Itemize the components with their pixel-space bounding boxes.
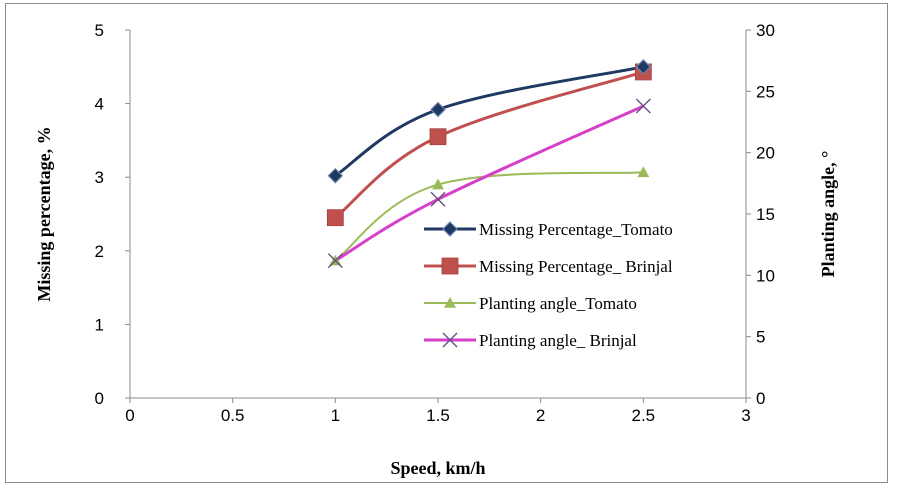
legend-item-2: Planting angle_Tomato xyxy=(424,294,637,313)
data-point-0 xyxy=(327,167,344,184)
y2-tick-label: 25 xyxy=(756,82,775,101)
legend-item-1: Missing Percentage_ Brinjal xyxy=(424,257,673,276)
y-tick-label: 0 xyxy=(95,389,104,408)
y-tick-label: 5 xyxy=(95,21,104,40)
y-tick-label: 3 xyxy=(95,168,104,187)
markers-layer xyxy=(326,58,652,269)
legend-item-3: Planting angle_ Brinjal xyxy=(424,331,637,350)
data-point-1 xyxy=(429,128,447,146)
y2-tick-label: 0 xyxy=(756,389,765,408)
y-tick-label: 1 xyxy=(95,315,104,334)
x-tick-label: 0 xyxy=(125,406,134,425)
x-marker-stroke xyxy=(327,253,343,269)
legend-label: Missing Percentage_Tomato xyxy=(479,220,673,239)
data-point-2 xyxy=(637,166,650,178)
y2-tick-label: 10 xyxy=(756,266,775,285)
data-point-2 xyxy=(432,178,444,190)
data-point-0 xyxy=(635,58,652,75)
y-tick-label: 4 xyxy=(95,95,104,114)
y2-tick-label: 5 xyxy=(756,328,765,347)
data-point-1 xyxy=(326,209,344,227)
legend-swatch-marker xyxy=(442,221,458,237)
y2-axis-title: Planting angle, ° xyxy=(818,151,838,278)
lines-layer xyxy=(334,65,644,262)
series-line-0 xyxy=(334,65,644,177)
legend-label: Planting angle_Tomato xyxy=(479,294,637,313)
chart-frame xyxy=(5,3,888,483)
x-marker-stroke xyxy=(635,98,651,114)
x-marker-stroke xyxy=(442,332,458,348)
x-tick-label: 1 xyxy=(331,406,340,425)
x-axis-title: Speed, km/h xyxy=(390,458,485,478)
legend: Missing Percentage_Tomato Missing Percent… xyxy=(424,220,673,350)
y2-tick-label: 15 xyxy=(756,205,775,224)
y-axis-title: Missing percentage, % xyxy=(34,126,54,301)
x-tick-label: 2 xyxy=(536,406,545,425)
x-marker-stroke xyxy=(430,191,446,207)
y-tick-label: 2 xyxy=(95,242,104,261)
x-tick-label: 2.5 xyxy=(632,406,656,425)
y2-tick-label: 30 xyxy=(756,21,775,40)
axes-layer xyxy=(129,30,747,399)
x-tick-label: 1.5 xyxy=(426,406,450,425)
series-line-2 xyxy=(334,171,644,262)
data-point-3 xyxy=(327,253,343,269)
x-tick-label: 0.5 xyxy=(221,406,245,425)
series-line-3 xyxy=(334,104,644,262)
legend-swatch-marker xyxy=(442,332,458,348)
legend-label: Missing Percentage_ Brinjal xyxy=(479,257,673,276)
data-point-3 xyxy=(635,98,651,114)
legend-swatch-marker xyxy=(444,297,456,308)
data-point-0 xyxy=(430,101,446,118)
legend-label: Planting angle_ Brinjal xyxy=(479,331,637,350)
data-point-3 xyxy=(430,191,446,207)
series-line-1 xyxy=(334,70,644,219)
legend-swatch-marker xyxy=(441,257,459,275)
x-tick-label: 3 xyxy=(741,406,750,425)
legend-item-0: Missing Percentage_Tomato xyxy=(424,220,673,239)
y2-tick-label: 20 xyxy=(756,144,775,163)
